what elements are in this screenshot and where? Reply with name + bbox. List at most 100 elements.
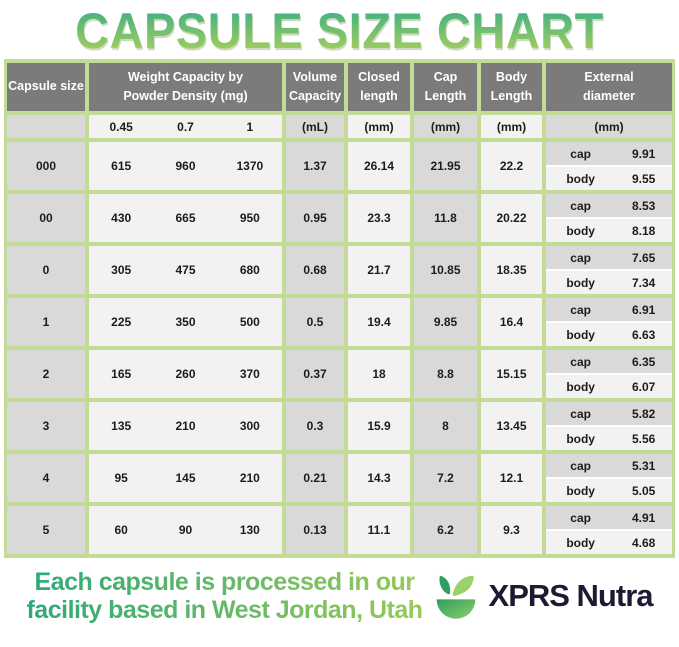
- weight-value-density-045: 305: [111, 263, 132, 277]
- weight-value-density-07: 960: [175, 159, 196, 173]
- weight-capacity-cell: 430 665 950: [89, 194, 282, 242]
- weight-value-density-07: 145: [175, 471, 196, 485]
- subheader-closed-unit: (mm): [348, 115, 410, 138]
- external-cap-subrow: cap 9.91: [546, 142, 672, 165]
- cap-length-cell: 6.2: [414, 506, 477, 554]
- external-diameter-cell: cap 7.65 body 7.34: [546, 246, 672, 294]
- closed-length-cell: 23.3: [348, 194, 410, 242]
- body-length-cell: 22.2: [481, 142, 542, 190]
- external-body-subrow: body 6.63: [546, 323, 672, 346]
- volume-capacity-cell: 0.21: [286, 454, 344, 502]
- cap-length-cell: 8: [414, 402, 477, 450]
- weight-value-density-045: 165: [111, 367, 132, 381]
- external-body-subrow: body 9.55: [546, 167, 672, 190]
- cap-header-line1: Cap: [433, 69, 458, 84]
- weight-value-density-045: 95: [114, 471, 128, 485]
- body-header-line2: Length: [490, 89, 533, 103]
- weight-capacity-cell: 305 475 680: [89, 246, 282, 294]
- body-length-cell: 15.15: [481, 350, 542, 398]
- capsule-size-cell: 000: [7, 142, 85, 190]
- col-header-closed-length: Closed length: [348, 63, 410, 111]
- subheader-densities: 0.45 0.7 1: [89, 115, 282, 138]
- density-07: 0.7: [177, 119, 194, 134]
- external-cap-subrow: cap 7.65: [546, 246, 672, 269]
- cap-diameter-value: 6.91: [631, 302, 656, 317]
- weight-capacity-cell: 615 960 1370: [89, 142, 282, 190]
- capsule-size-cell: 0: [7, 246, 85, 294]
- cap-label: cap: [570, 406, 591, 421]
- external-diameter-cell: cap 6.91 body 6.63: [546, 298, 672, 346]
- page-title: CAPSULE SIZE CHART: [75, 2, 604, 59]
- subheader-external-unit: (mm): [546, 115, 672, 138]
- external-diameter-cell: cap 6.35 body 6.07: [546, 350, 672, 398]
- cap-length-cell: 7.2: [414, 454, 477, 502]
- xprs-nutra-logo-icon: [429, 569, 483, 623]
- body-label: body: [566, 379, 595, 394]
- capsule-size-cell: 00: [7, 194, 85, 242]
- capsule-size-cell: 4: [7, 454, 85, 502]
- closed-length-cell: 26.14: [348, 142, 410, 190]
- subheader-body-unit: (mm): [481, 115, 542, 138]
- body-diameter-value: 6.07: [631, 379, 656, 394]
- subheader-capsule-size-empty: [7, 115, 85, 138]
- external-cap-subrow: cap 4.91: [546, 506, 672, 529]
- col-header-capsule-size: Capsule size: [7, 63, 85, 111]
- external-cap-subrow: cap 8.53: [546, 194, 672, 217]
- cap-label: cap: [570, 510, 591, 525]
- body-diameter-value: 9.55: [631, 171, 656, 186]
- weight-value-density-045: 430: [111, 211, 132, 225]
- weight-value-density-07: 260: [175, 367, 196, 381]
- external-body-subrow: body 6.07: [546, 375, 672, 398]
- density-1: 1: [246, 119, 254, 134]
- density-045: 0.45: [109, 119, 133, 134]
- col-header-weight-capacity: Weight Capacity by Powder Density (mg): [89, 63, 282, 111]
- cap-label: cap: [570, 354, 591, 369]
- capsule-size-cell: 5: [7, 506, 85, 554]
- volume-capacity-cell: 0.95: [286, 194, 344, 242]
- external-diameter-cell: cap 9.91 body 9.55: [546, 142, 672, 190]
- closed-length-cell: 15.9: [348, 402, 410, 450]
- weight-value-density-07: 350: [175, 315, 196, 329]
- col-header-volume-capacity: Volume Capacity: [286, 63, 344, 111]
- external-header-line2: diameter: [582, 89, 636, 103]
- body-diameter-value: 5.56: [631, 431, 656, 446]
- weight-value-density-045: 225: [111, 315, 132, 329]
- external-header-line1: External: [584, 69, 634, 84]
- closed-length-cell: 18: [348, 350, 410, 398]
- footer-note-line2: facility based in West Jordan, Utah: [26, 596, 423, 624]
- cap-diameter-value: 5.31: [631, 458, 656, 473]
- external-body-subrow: body 5.56: [546, 427, 672, 450]
- weight-value-density-1: 680: [239, 263, 260, 277]
- external-cap-subrow: cap 6.35: [546, 350, 672, 373]
- external-diameter-cell: cap 5.82 body 5.56: [546, 402, 672, 450]
- footer: Each capsule is processed in our facilit…: [0, 568, 679, 624]
- volume-capacity-cell: 1.37: [286, 142, 344, 190]
- body-diameter-value: 4.68: [631, 535, 656, 550]
- volume-capacity-cell: 0.5: [286, 298, 344, 346]
- capsule-size-cell: 1: [7, 298, 85, 346]
- weight-header-line1: Weight Capacity by: [127, 69, 244, 84]
- external-body-subrow: body 7.34: [546, 271, 672, 294]
- cap-diameter-value: 5.82: [631, 406, 656, 421]
- cap-length-cell: 9.85: [414, 298, 477, 346]
- external-cap-subrow: cap 6.91: [546, 298, 672, 321]
- external-diameter-cell: cap 8.53 body 8.18: [546, 194, 672, 242]
- subheader-cap-unit: (mm): [414, 115, 477, 138]
- body-length-cell: 9.3: [481, 506, 542, 554]
- col-header-external-diameter: External diameter: [546, 63, 672, 111]
- cap-diameter-value: 7.65: [631, 250, 656, 265]
- volume-header-line1: Volume: [292, 69, 338, 84]
- body-length-cell: 13.45: [481, 402, 542, 450]
- external-cap-subrow: cap 5.82: [546, 402, 672, 425]
- body-length-cell: 16.4: [481, 298, 542, 346]
- closed-length-cell: 14.3: [348, 454, 410, 502]
- body-label: body: [566, 327, 595, 342]
- col-header-cap-length: Cap Length: [414, 63, 477, 111]
- capsule-size-cell: 2: [7, 350, 85, 398]
- weight-value-density-045: 60: [114, 523, 128, 537]
- cap-length-cell: 21.95: [414, 142, 477, 190]
- volume-header-line2: Capacity: [288, 89, 342, 103]
- external-diameter-cell: cap 4.91 body 4.68: [546, 506, 672, 554]
- body-label: body: [566, 431, 595, 446]
- volume-capacity-cell: 0.13: [286, 506, 344, 554]
